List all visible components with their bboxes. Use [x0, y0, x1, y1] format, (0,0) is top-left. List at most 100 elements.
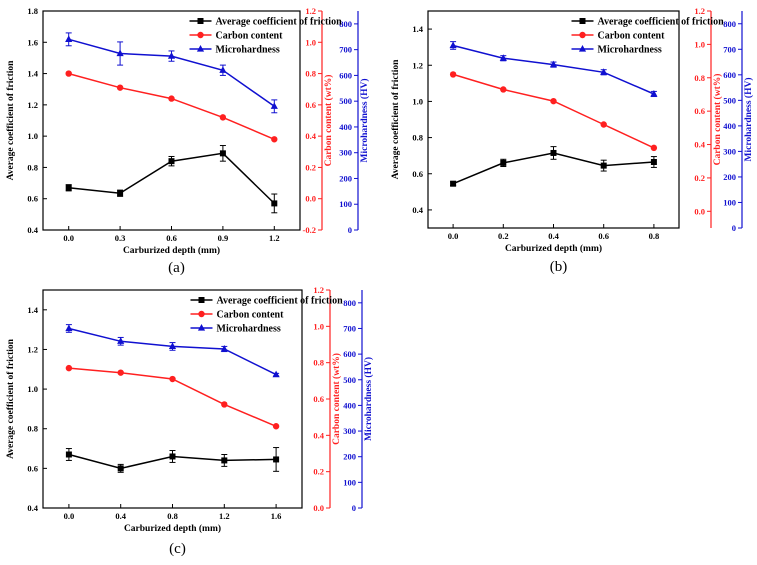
y-left-tick-label: 0.6 [27, 194, 38, 204]
panel-label: (b) [550, 259, 568, 275]
y-left-tick-label: 1.4 [27, 305, 38, 315]
carbon-tick-label: 1.0 [305, 37, 316, 47]
y-left-tick-label: 0.6 [412, 169, 423, 179]
data-point [220, 344, 228, 352]
hardness-tick-label: 800 [339, 19, 352, 29]
y-left-tick-label: 1.0 [27, 384, 38, 394]
data-point [117, 190, 124, 197]
carbon-tick-label: 0.8 [313, 358, 324, 368]
hardness-tick-label: 400 [343, 400, 356, 410]
y-left-tick-label: 1.4 [412, 24, 423, 34]
hardness-tick-label: 0 [732, 223, 736, 233]
panel-label: (c) [169, 541, 186, 557]
data-point [117, 369, 124, 376]
data-point [500, 159, 507, 166]
hardness-tick-label: 700 [339, 45, 352, 55]
data-point [65, 364, 73, 372]
legend-marker [198, 297, 205, 303]
hardness-axis-label: Microhardness (HV) [743, 78, 754, 162]
carbon-axis-label: Carbon content (wt%) [712, 74, 723, 166]
data-point [449, 71, 457, 78]
y-left-tick-label: 1.6 [27, 37, 38, 47]
data-point [600, 162, 607, 169]
data-point [65, 35, 73, 42]
data-point [270, 102, 278, 109]
data-point [65, 184, 72, 191]
data-point [499, 54, 507, 61]
hardness-tick-label: 100 [723, 197, 736, 207]
x-tick-label: 0.0 [64, 511, 75, 521]
data-point [167, 52, 176, 59]
hardness-tick-label: 400 [723, 121, 736, 131]
carbon-axis-label: Carbon content (wt%) [331, 353, 342, 445]
hardness-tick-label: 500 [339, 96, 352, 106]
y-left-tick-label: 1.2 [412, 60, 423, 70]
hardness-tick-label: 600 [343, 349, 356, 359]
carbon-tick-label: 0.6 [313, 394, 324, 404]
hardness-axis-label: Microhardness (HV) [359, 79, 370, 163]
hardness-axis-label: Microhardness (HV) [363, 357, 374, 441]
chart-panel-3: 0.0 0.4 0.8 1.2 1.6 Carburized depth (mm) 0.4 0… [6, 285, 374, 557]
x-tick-label: 1.2 [219, 511, 230, 521]
carbon-tick-label: 0.0 [305, 194, 316, 204]
legend-marker [196, 45, 205, 52]
hardness-tick-label: 600 [339, 70, 352, 80]
hardness-tick-label: 600 [723, 70, 736, 80]
y-left-axis-label: Average coefficient of friction [391, 59, 401, 180]
data-point [168, 158, 175, 165]
data-point [65, 324, 73, 332]
data-point [650, 144, 658, 152]
data-point [600, 121, 607, 128]
data-point [449, 41, 457, 49]
data-point [65, 70, 72, 77]
carbon-tick-label: 0.4 [305, 131, 316, 141]
x-tick-label: 0.3 [115, 233, 126, 243]
x-tick-label: 0.4 [548, 231, 559, 241]
legend-marker [579, 31, 586, 39]
legend-marker [578, 45, 587, 52]
data-point [116, 84, 124, 91]
hardness-tick-label: 300 [723, 146, 736, 156]
chart-panel-2: 0.0 0.2 0.4 0.6 0.8 Carburized depth (mm) 0.4 0… [391, 6, 754, 275]
legend-label: Average coefficient of friction [598, 17, 725, 28]
x-axis-label: Carburized depth (mm) [123, 245, 220, 256]
x-tick-label: 0.6 [598, 231, 609, 241]
data-point [500, 86, 507, 93]
hardness-tick-label: 0 [352, 503, 356, 513]
chart-panel-1: 0.0 0.3 0.6 0.9 1.2 Carburized depth (mm) 0.4 0… [6, 6, 370, 276]
y-left-tick-label: 1.8 [27, 6, 38, 16]
hardness-tick-label: 300 [339, 148, 352, 158]
legend-label: Microhardness [598, 45, 662, 56]
data-point [168, 342, 177, 350]
data-point [219, 150, 226, 157]
carbon-tick-label: 0.8 [305, 69, 316, 79]
x-axis-label: Carburized depth (mm) [124, 523, 221, 534]
x-tick-label: 0.0 [448, 231, 459, 241]
legend-marker [197, 31, 204, 39]
legend-label: Carbon content [217, 310, 285, 321]
legend-label: Average coefficient of friction [216, 17, 343, 28]
y-left-tick-label: 1.2 [27, 344, 38, 354]
data-point [219, 66, 227, 73]
carbon-tick-label: 1.0 [694, 39, 705, 49]
carbon-tick-label: 1.2 [313, 285, 324, 295]
data-point [117, 337, 125, 344]
series-line-2 [68, 72, 275, 140]
carbon-axis-label: Carbon content (wt%) [323, 75, 334, 167]
carbon-tick-label: -0.2 [303, 225, 316, 235]
y-left-tick-label: 0.4 [412, 205, 423, 215]
series-line-2 [452, 73, 655, 149]
data-point [650, 158, 657, 165]
legend-marker [579, 18, 586, 24]
data-point [271, 200, 278, 207]
data-point [272, 370, 280, 378]
data-point [65, 451, 72, 458]
data-point [116, 49, 124, 57]
hardness-tick-label: 800 [343, 298, 356, 308]
data-point [169, 375, 176, 383]
hardness-tick-label: 100 [339, 199, 352, 209]
legend-label: Carbon content [598, 31, 666, 42]
data-point [450, 180, 457, 187]
carbon-tick-label: 0.8 [694, 73, 705, 83]
